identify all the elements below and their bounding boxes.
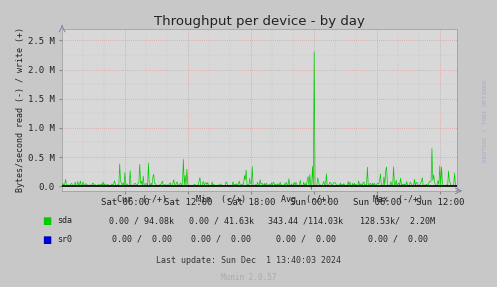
Text: Munin 2.0.57: Munin 2.0.57 xyxy=(221,273,276,282)
Text: 0.00 /  0.00: 0.00 / 0.00 xyxy=(368,235,427,244)
Text: sr0: sr0 xyxy=(57,235,72,244)
Text: Max  (-/+): Max (-/+) xyxy=(373,195,422,204)
Text: 0.00 /  0.00: 0.00 / 0.00 xyxy=(276,235,335,244)
Text: Cur  (-/+): Cur (-/+) xyxy=(117,195,166,204)
Text: ■: ■ xyxy=(42,216,52,226)
Text: ■: ■ xyxy=(42,234,52,245)
Text: Last update: Sun Dec  1 13:40:03 2024: Last update: Sun Dec 1 13:40:03 2024 xyxy=(156,256,341,265)
Title: Throughput per device - by day: Throughput per device - by day xyxy=(154,15,365,28)
Text: RRDTOOL / TOBI OETIKER: RRDTOOL / TOBI OETIKER xyxy=(482,79,487,162)
Text: 0.00 /  0.00: 0.00 / 0.00 xyxy=(112,235,171,244)
Text: 343.44 /114.03k: 343.44 /114.03k xyxy=(268,216,343,225)
Text: 0.00 /  0.00: 0.00 / 0.00 xyxy=(191,235,251,244)
Text: 0.00 / 94.08k: 0.00 / 94.08k xyxy=(109,216,174,225)
Text: Min  (-/+): Min (-/+) xyxy=(196,195,246,204)
Text: sda: sda xyxy=(57,216,72,225)
Text: Avg  (-/+): Avg (-/+) xyxy=(281,195,331,204)
Y-axis label: Bytes/second read (-) / write (+): Bytes/second read (-) / write (+) xyxy=(16,27,25,192)
Text: 128.53k/  2.20M: 128.53k/ 2.20M xyxy=(360,216,435,225)
Text: 0.00 / 41.63k: 0.00 / 41.63k xyxy=(189,216,253,225)
